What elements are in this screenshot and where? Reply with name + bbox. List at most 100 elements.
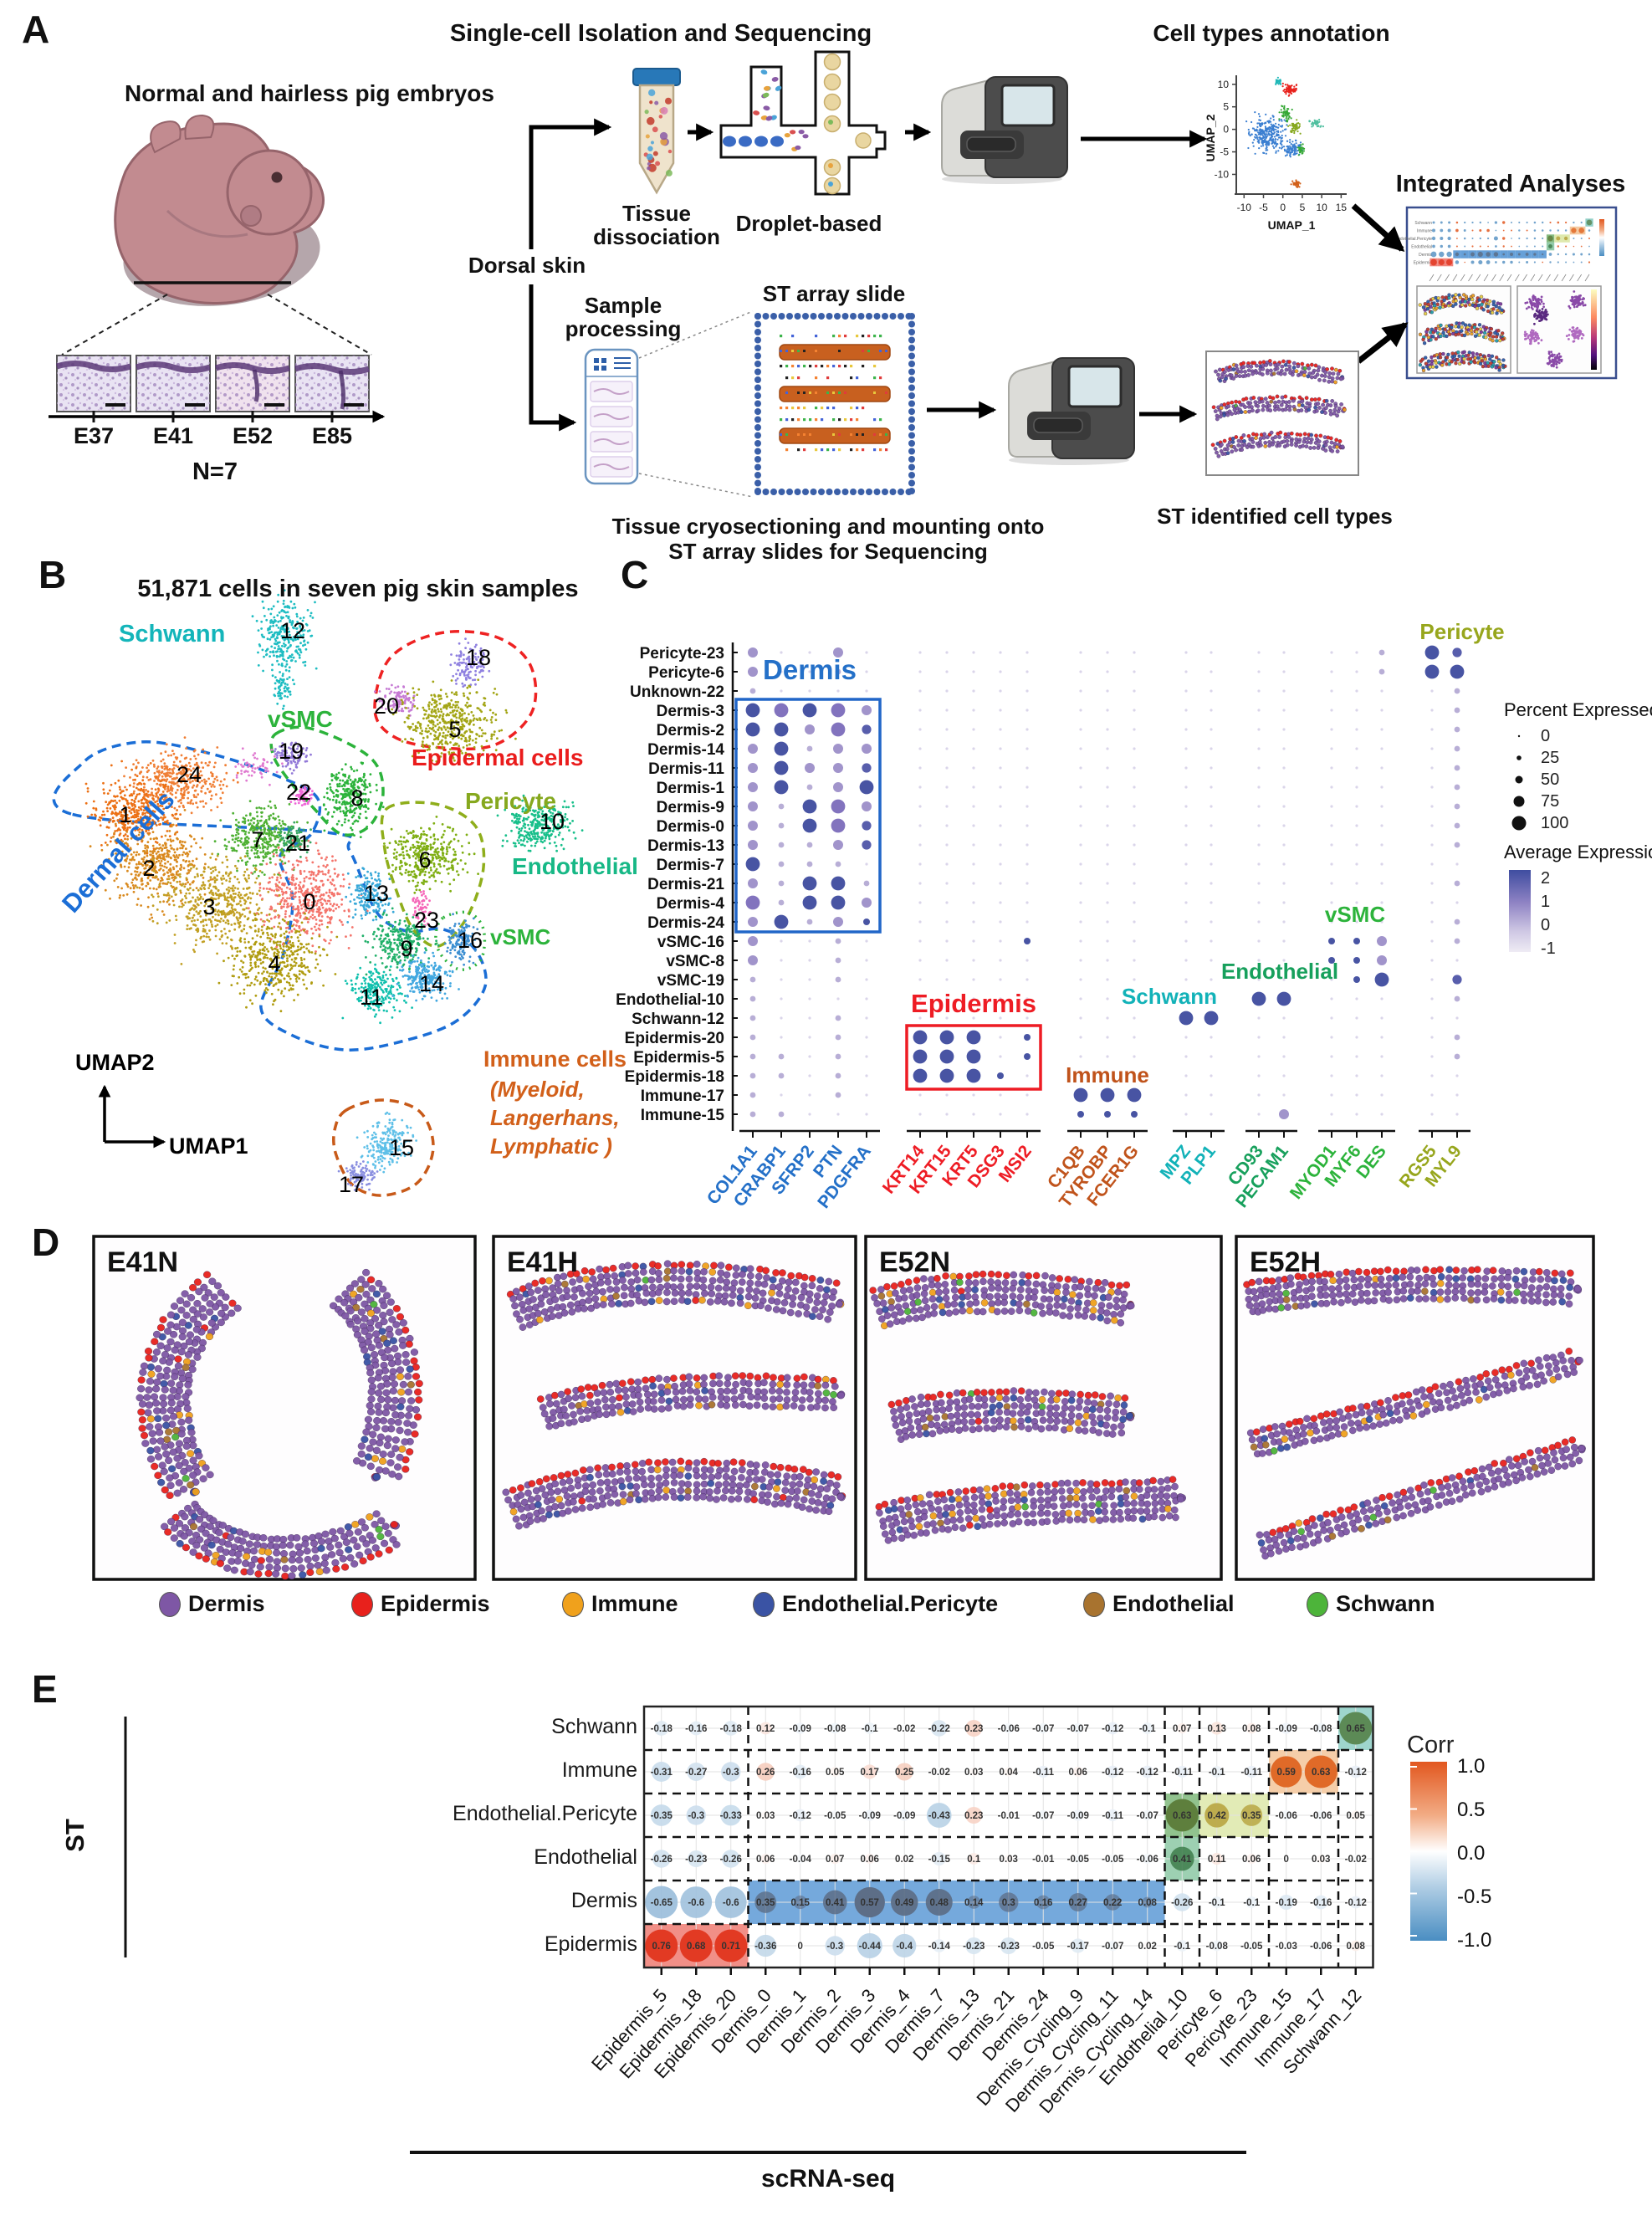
sample-processing-label2: processing: [565, 316, 682, 341]
svg-text:Endothelial.Pericyte: Endothelial.Pericyte: [1395, 237, 1432, 242]
immune-annotation: Immune: [1066, 1062, 1149, 1087]
legend-endothelial: Endothelial: [1083, 1591, 1235, 1617]
row-schwann: Schwann: [551, 1715, 637, 1738]
panel-label-e: E: [32, 1667, 58, 1711]
st-array-slide-icon: [754, 311, 915, 497]
immune-dot-icon: [562, 1591, 584, 1617]
histology-image-E37: [55, 355, 132, 412]
corr-legend-title: Corr: [1407, 1732, 1455, 1758]
n-label: N=7: [192, 458, 238, 485]
st-array-slide-label: ST array slide: [762, 281, 906, 306]
embryo-title: Normal and hairless pig embryos: [125, 80, 494, 106]
panel-label-b: B: [38, 553, 67, 596]
pig-embryo-illustration: [114, 114, 325, 306]
droplet-microfluidics-icon: [719, 50, 887, 196]
panel-label-a: A: [22, 8, 50, 51]
st-map-E41N: [92, 1235, 477, 1581]
svg-text:Schwann: Schwann: [1414, 221, 1432, 226]
st-map-E52N: [864, 1235, 1223, 1581]
row-endothelial-pericyte: Endothelial.Pericyte: [453, 1802, 637, 1825]
percent-expressed-title: Percent Expressed: [1504, 699, 1652, 720]
scrnaseq-axis-label: scRNA-seq: [760, 2165, 896, 2193]
svg-text:0: 0: [1280, 202, 1286, 213]
vsmc-annotation: vSMC: [1324, 902, 1386, 927]
st-map-E41H: [492, 1235, 857, 1581]
integrated-title: Integrated Analyses: [1395, 171, 1626, 197]
row-endothelial: Endothelial: [534, 1845, 637, 1869]
svg-text:UMAP_1: UMAP_1: [1268, 218, 1316, 232]
sample-e41n: E41N: [107, 1246, 179, 1278]
row-immune: Immune: [561, 1758, 637, 1782]
row-epidermis: Epidermis: [544, 1932, 637, 1956]
corr-tick-neg05: -0.5: [1457, 1886, 1492, 1908]
svg-text:5: 5: [1300, 202, 1306, 213]
svg-text:15: 15: [1336, 202, 1348, 213]
sample-processing-slide-icon: [584, 348, 639, 485]
endothelial-dot-icon: [1083, 1591, 1105, 1617]
dorsal-skin-label: Dorsal skin: [468, 253, 586, 278]
dermis-annotation: Dermis: [763, 654, 857, 685]
svg-text:10: 10: [1316, 202, 1327, 213]
tissue-tube-icon: [632, 68, 681, 195]
sc-seq-title: Single-cell Isolation and Sequencing: [449, 20, 872, 47]
svg-text:-10: -10: [1237, 202, 1252, 213]
sequencer-icon-st: [1008, 357, 1135, 465]
legend-dermis: Dermis: [159, 1591, 265, 1617]
cryosectioning-label2: ST array slides for Sequencing: [668, 539, 988, 564]
tissue-dissociation-label2: dissociation: [593, 224, 720, 249]
st-identified-box: [1205, 351, 1359, 476]
svg-text:-5: -5: [1220, 146, 1229, 158]
sample-processing-label: Sample: [584, 293, 662, 318]
corr-tick-neg1: -1.0: [1457, 1929, 1492, 1952]
corr-tick-0: 0.0: [1457, 1842, 1486, 1865]
panel-c-dotplot-graphics: Pericyte-23Pericyte-6Unknown-22Dermis-3D…: [616, 642, 1568, 1212]
developmental-timeline: [49, 410, 386, 423]
endothelial-pericyte-dot-icon: [753, 1591, 775, 1617]
histology-image-E52: [214, 355, 291, 412]
st-axis-label: ST: [59, 1819, 90, 1852]
svg-text:Immune: Immune: [1417, 229, 1432, 234]
svg-text:-10: -10: [1215, 168, 1230, 180]
dermis-dot-icon: [159, 1591, 181, 1617]
corr-tick-1: 1.0: [1457, 1755, 1486, 1778]
integrated-analyses-box: Schwann Immune Endothelial.Pericyte Endothe…: [1395, 206, 1618, 380]
histology-image-E41: [135, 355, 212, 412]
schwann-dot-icon: [1307, 1591, 1328, 1617]
panel-d-spatial-graphics: [92, 1235, 1595, 1581]
endothelial-annotation: Endothelial: [1220, 959, 1339, 984]
legend-endothelial-pericyte: Endothelial.Pericyte: [753, 1591, 998, 1617]
sample-e52h: E52H: [1250, 1246, 1322, 1278]
st-map-E52H: [1235, 1235, 1595, 1581]
mini-umap-plot: -10 -5 0 5 10 15 10 5 0 -5 -10 UMAP_1 UMAP_2: [1204, 75, 1347, 232]
sample-e41h: E41H: [507, 1246, 579, 1278]
stage-e52: E52: [232, 423, 274, 448]
svg-text:Dermis: Dermis: [1419, 253, 1432, 258]
corr-tick-05: 0.5: [1457, 1799, 1486, 1821]
panel-label-d: D: [32, 1220, 60, 1264]
panel-label-c: C: [621, 553, 649, 596]
panel-a-workflow-graphics: -10 -5 0 5 10 15 10 5 0 -5 -10 UMAP_1 UMAP_2 Schwann I…: [49, 50, 1618, 498]
stage-e85: E85: [311, 423, 353, 448]
histology-image-E85: [294, 355, 371, 412]
sample-e52n: E52N: [879, 1246, 951, 1278]
svg-text:-5: -5: [1259, 202, 1268, 213]
stage-e37: E37: [73, 423, 115, 448]
legend-epidermis: Epidermis: [351, 1591, 490, 1617]
pericyte-annotation: Pericyte: [1419, 619, 1505, 644]
avg-expression-title: Average Expression: [1504, 842, 1652, 862]
svg-text:0: 0: [1223, 124, 1229, 136]
cell-annotation-title: Cell types annotation: [1153, 20, 1390, 46]
svg-text:Endothelial: Endothelial: [1411, 245, 1432, 250]
legend-immune: Immune: [562, 1591, 678, 1617]
row-dermis: Dermis: [570, 1889, 637, 1912]
epidermis-annotation: Epidermis: [911, 989, 1036, 1018]
umap-title: 51,871 cells in seven pig skin samples: [137, 576, 579, 602]
st-identified-label: ST identified cell types: [1157, 504, 1393, 529]
svg-text:Epidermis: Epidermis: [1414, 261, 1433, 266]
tissue-dissociation-label: Tissue: [622, 201, 691, 226]
legend-schwann: Schwann: [1307, 1591, 1435, 1617]
sequencer-icon-top: [941, 76, 1068, 184]
svg-text:5: 5: [1223, 101, 1229, 113]
